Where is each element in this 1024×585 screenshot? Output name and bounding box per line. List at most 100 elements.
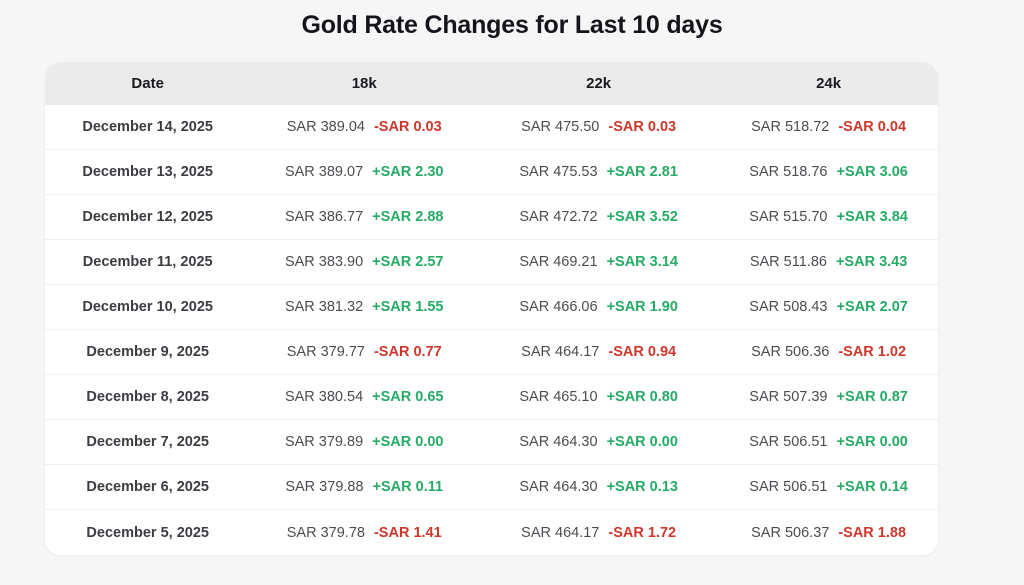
rate-cell-22k: SAR 464.17 -SAR 0.94 [478, 344, 719, 360]
change-18k: +SAR 0.11 [372, 479, 444, 495]
rate-cell-22k: SAR 464.17 -SAR 1.72 [478, 525, 719, 541]
change-24k: +SAR 2.07 [836, 299, 908, 315]
change-22k: -SAR 0.94 [608, 344, 677, 360]
gold-rates-table: Date 18k 22k 24k December 14, 2025 SAR 3… [45, 62, 938, 555]
change-18k: -SAR 0.03 [373, 119, 442, 135]
table-row: December 6, 2025 SAR 379.88 +SAR 0.11 SA… [45, 465, 938, 510]
rate-cell-18k: SAR 379.88 +SAR 0.11 [250, 479, 478, 495]
rate-cell-22k: SAR 464.30 +SAR 0.00 [478, 434, 719, 450]
price-18k: SAR 383.90 [284, 254, 364, 270]
change-24k: +SAR 0.87 [836, 389, 908, 405]
rate-cell-22k: SAR 475.53 +SAR 2.81 [478, 164, 719, 180]
price-18k: SAR 379.89 [284, 434, 364, 450]
change-24k: -SAR 0.04 [838, 119, 907, 135]
price-24k: SAR 518.76 [749, 164, 828, 180]
date-cell: December 10, 2025 [82, 299, 213, 315]
price-22k: SAR 464.30 [519, 479, 598, 495]
change-24k: +SAR 3.06 [836, 164, 908, 180]
rate-cell-18k: SAR 389.04 -SAR 0.03 [250, 119, 478, 135]
change-18k: +SAR 1.55 [372, 299, 444, 315]
page-title: Gold Rate Changes for Last 10 days [301, 11, 723, 39]
table-row: December 14, 2025 SAR 389.04 -SAR 0.03 S… [45, 105, 938, 150]
column-header-date: Date [131, 75, 164, 92]
rate-cell-24k: SAR 506.37 -SAR 1.88 [719, 525, 938, 541]
price-24k: SAR 507.39 [749, 389, 828, 405]
change-24k: +SAR 3.84 [836, 209, 908, 225]
column-header-24k: 24k [816, 75, 842, 92]
date-cell: December 11, 2025 [82, 254, 213, 270]
change-18k: +SAR 2.57 [372, 254, 444, 270]
price-24k: SAR 518.72 [751, 119, 830, 135]
table-body: December 14, 2025 SAR 389.04 -SAR 0.03 S… [45, 105, 938, 555]
price-24k: SAR 506.51 [749, 479, 828, 495]
price-24k: SAR 508.43 [749, 299, 828, 315]
rate-cell-18k: SAR 379.89 +SAR 0.00 [250, 434, 478, 450]
date-cell: December 14, 2025 [82, 119, 213, 135]
price-18k: SAR 389.07 [284, 164, 364, 180]
price-22k: SAR 464.17 [521, 344, 600, 360]
table-row: December 8, 2025 SAR 380.54 +SAR 0.65 SA… [45, 375, 938, 420]
price-18k: SAR 386.77 [284, 209, 364, 225]
date-cell: December 5, 2025 [86, 524, 209, 541]
change-22k: -SAR 0.03 [608, 119, 677, 135]
rate-cell-22k: SAR 466.06 +SAR 1.90 [478, 299, 719, 315]
change-22k: +SAR 2.81 [606, 164, 678, 180]
date-cell: December 6, 2025 [86, 479, 209, 495]
change-18k: +SAR 2.88 [372, 209, 444, 225]
table-row: December 7, 2025 SAR 379.89 +SAR 0.00 SA… [45, 420, 938, 465]
price-22k: SAR 464.30 [519, 434, 598, 450]
table-row: December 10, 2025 SAR 381.32 +SAR 1.55 S… [45, 285, 938, 330]
price-22k: SAR 465.10 [519, 389, 598, 405]
change-18k: +SAR 0.00 [372, 434, 444, 450]
price-22k: SAR 464.17 [521, 524, 600, 541]
change-18k: +SAR 2.30 [372, 164, 444, 180]
price-18k: SAR 381.32 [284, 299, 364, 315]
price-18k: SAR 379.78 [286, 524, 365, 541]
rate-cell-24k: SAR 506.36 -SAR 1.02 [719, 344, 938, 360]
price-24k: SAR 515.70 [749, 209, 828, 225]
rate-cell-18k: SAR 379.78 -SAR 1.41 [250, 525, 478, 541]
price-24k: SAR 506.37 [751, 524, 830, 541]
column-header-18k: 18k [351, 75, 377, 92]
change-18k: -SAR 1.41 [373, 524, 442, 541]
change-22k: +SAR 3.52 [606, 209, 678, 225]
price-18k: SAR 379.88 [285, 479, 364, 495]
date-cell: December 12, 2025 [82, 209, 213, 225]
change-22k: +SAR 1.90 [606, 299, 678, 315]
price-24k: SAR 506.51 [749, 434, 828, 450]
rate-cell-22k: SAR 464.30 +SAR 0.13 [478, 479, 719, 495]
rate-cell-24k: SAR 518.72 -SAR 0.04 [719, 119, 938, 135]
rate-cell-22k: SAR 475.50 -SAR 0.03 [478, 119, 719, 135]
change-18k: +SAR 0.65 [372, 389, 444, 405]
date-cell: December 13, 2025 [82, 164, 213, 180]
rate-cell-18k: SAR 386.77 +SAR 2.88 [250, 209, 478, 225]
price-22k: SAR 466.06 [519, 299, 598, 315]
change-22k: +SAR 0.80 [606, 389, 678, 405]
change-22k: +SAR 0.13 [606, 479, 678, 495]
rate-cell-18k: SAR 379.77 -SAR 0.77 [250, 344, 478, 360]
table-row: December 11, 2025 SAR 383.90 +SAR 2.57 S… [45, 240, 938, 285]
table-header-row: Date 18k 22k 24k [45, 62, 938, 105]
table-row: December 12, 2025 SAR 386.77 +SAR 2.88 S… [45, 195, 938, 240]
column-header-22k: 22k [586, 75, 612, 92]
rate-cell-22k: SAR 469.21 +SAR 3.14 [478, 254, 719, 270]
price-22k: SAR 475.53 [519, 164, 598, 180]
date-cell: December 8, 2025 [86, 389, 209, 405]
table-row: December 9, 2025 SAR 379.77 -SAR 0.77 SA… [45, 330, 938, 375]
change-24k: +SAR 3.43 [835, 254, 908, 270]
rate-cell-18k: SAR 389.07 +SAR 2.30 [250, 164, 478, 180]
rate-cell-24k: SAR 515.70 +SAR 3.84 [719, 209, 938, 225]
change-18k: -SAR 0.77 [373, 344, 442, 360]
date-cell: December 9, 2025 [86, 344, 209, 360]
rate-cell-22k: SAR 465.10 +SAR 0.80 [478, 389, 719, 405]
change-24k: +SAR 0.00 [836, 434, 908, 450]
rate-cell-22k: SAR 472.72 +SAR 3.52 [478, 209, 719, 225]
date-cell: December 7, 2025 [86, 434, 209, 450]
change-22k: +SAR 0.00 [606, 434, 678, 450]
price-22k: SAR 475.50 [521, 119, 600, 135]
rate-cell-24k: SAR 518.76 +SAR 3.06 [719, 164, 938, 180]
change-22k: +SAR 3.14 [606, 254, 678, 270]
price-22k: SAR 469.21 [519, 254, 598, 270]
rate-cell-18k: SAR 383.90 +SAR 2.57 [250, 254, 478, 270]
